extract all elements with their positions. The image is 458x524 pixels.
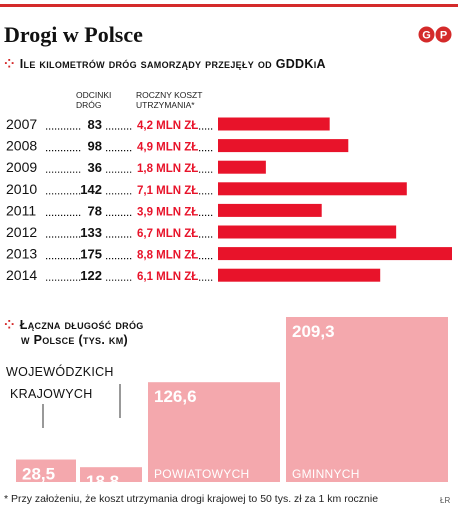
year-label: 2008 — [6, 138, 37, 154]
value-label: 126,6 — [154, 387, 197, 406]
cost-label: 4,2 MLN ZŁ — [137, 120, 198, 132]
section-marker-icon: ⁘ — [4, 57, 15, 71]
year-label: 2014 — [6, 267, 37, 283]
segments-value: 133 — [80, 225, 102, 240]
cost-bar — [218, 160, 266, 174]
logo-icon: G P — [418, 26, 452, 43]
segments-value: 175 — [80, 247, 102, 262]
cost-bar — [218, 268, 381, 282]
segments-value: 78 — [88, 203, 102, 218]
length-bar — [286, 317, 448, 482]
year-label: 2009 — [6, 159, 37, 175]
segments-value: 98 — [88, 139, 102, 154]
cost-bar — [218, 225, 397, 239]
section1-title: ⁘ Ile kilometrów dróg samorządy przejęły … — [4, 57, 326, 71]
top-rule — [0, 4, 458, 7]
value-label: 28,5 — [22, 465, 55, 484]
cost-bar — [218, 117, 330, 131]
length-bar — [148, 382, 280, 482]
year-label: 2007 — [6, 116, 37, 132]
cost-label: 8,8 MLN ZŁ — [137, 250, 198, 262]
length-bar — [16, 459, 76, 482]
segments-value: 142 — [80, 182, 102, 197]
section-marker-icon: ⁘ — [4, 318, 15, 332]
credit: ŁR — [440, 496, 451, 505]
chart-road-segments: 2007 83 4,2 MLN ZŁ 2008 98 4,9 MLN ZŁ 2009 36 1,… — [6, 116, 452, 283]
cost-bar — [218, 139, 349, 153]
category-label: POWIATOWYCH — [154, 467, 250, 481]
page-title: Drogi w Polsce — [4, 22, 143, 47]
segments-value: 122 — [80, 268, 102, 283]
svg-text:G: G — [422, 30, 431, 42]
chart-road-length: 28,5 18,8 126,6 209,3 WOJEWÓDZKICH KRAJOWYCH P… — [6, 317, 448, 485]
category-label: GMINNYCH — [292, 467, 360, 481]
cost-label: 3,9 MLN ZŁ — [137, 206, 198, 218]
cost-label: 4,9 MLN ZŁ — [137, 142, 198, 154]
cost-bar — [218, 182, 407, 196]
year-label: 2013 — [6, 246, 37, 262]
cost-label: 6,1 MLN ZŁ — [137, 271, 198, 283]
section2-title: ⁘ Łączna długość dróg w Polsce (tys. km) — [4, 318, 144, 347]
col-header-segments: ODCINKI DRÓG — [76, 90, 112, 110]
cost-label: 1,8 MLN ZŁ — [137, 163, 198, 175]
value-label: 18,8 — [86, 472, 119, 485]
cost-bar — [218, 203, 322, 217]
cost-label: 7,1 MLN ZŁ — [137, 185, 198, 197]
col-header-cost: ROCZNY KOSZT UTRZYMANIA* — [136, 90, 203, 110]
svg-text:P: P — [440, 30, 447, 42]
category-label: WOJEWÓDZKICH — [6, 364, 114, 379]
value-label: 209,3 — [292, 322, 335, 341]
footnote: * Przy założeniu, że koszt utrzymania dr… — [4, 493, 379, 505]
cost-label: 6,7 MLN ZŁ — [137, 228, 198, 240]
year-label: 2011 — [6, 202, 36, 218]
year-label: 2010 — [6, 181, 37, 197]
segments-value: 36 — [88, 160, 102, 175]
year-label: 2012 — [6, 224, 37, 240]
length-bar — [80, 467, 142, 482]
segments-value: 83 — [88, 117, 102, 132]
category-label: KRAJOWYCH — [10, 387, 93, 401]
cost-bar — [218, 247, 452, 261]
